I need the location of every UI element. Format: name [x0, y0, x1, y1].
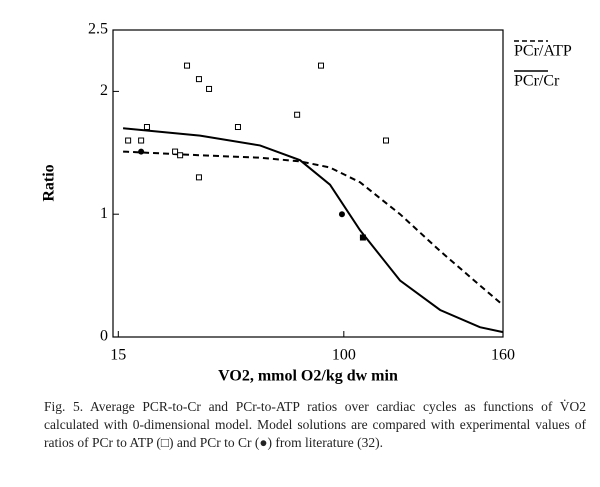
line: [122, 127, 504, 334]
point: [206, 85, 213, 92]
point: [195, 76, 202, 83]
point: [138, 137, 145, 144]
legend-label: PCr/ATP: [514, 43, 572, 60]
point: [172, 148, 179, 155]
legend-label: PCr/Cr: [514, 73, 560, 90]
x-tick-label: 100: [332, 347, 356, 364]
y-axis-label: Ratio: [41, 164, 58, 201]
y-tick-label: 2.5: [88, 21, 108, 38]
point: [138, 148, 145, 155]
point: [177, 152, 184, 159]
point: [195, 174, 202, 181]
x-tick-label: 160: [491, 347, 515, 364]
y-tick-label: 1: [100, 205, 108, 222]
point: [383, 137, 389, 144]
point: [359, 234, 366, 241]
x-tick-label: 15: [110, 347, 126, 364]
point: [143, 124, 150, 131]
caption: Fig. 5. Average PCR-to-Cr and PCr-to-ATP…: [44, 399, 586, 450]
y-tick-label: 0: [100, 328, 108, 345]
point: [318, 62, 324, 69]
point: [125, 137, 132, 144]
chart: Ratio VO2, mmol O2/kg dw min 0 1 2 2.5 15 100…: [41, 21, 572, 385]
point: [234, 124, 241, 131]
point: [184, 62, 191, 69]
x-axis-label: VO2, mmol O2/kg dw min: [218, 368, 398, 385]
point: [338, 211, 345, 218]
point: [294, 111, 301, 118]
line: [123, 150, 504, 306]
plot-frame: [112, 29, 504, 338]
y-tick-label: 2: [100, 82, 108, 99]
